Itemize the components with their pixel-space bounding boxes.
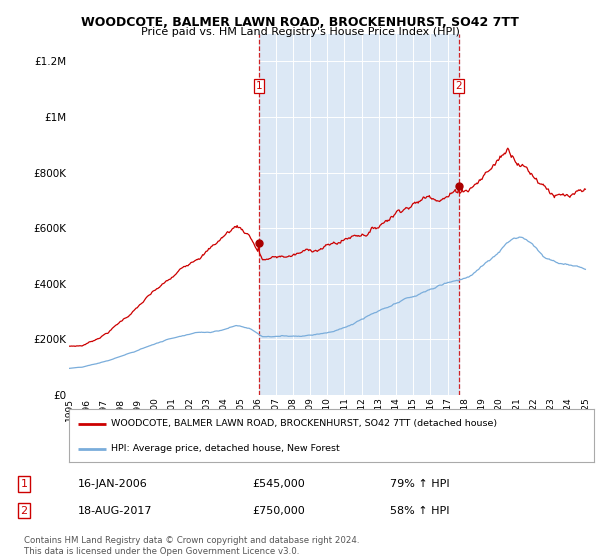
Text: 16-JAN-2006: 16-JAN-2006 xyxy=(78,479,148,489)
Text: 79% ↑ HPI: 79% ↑ HPI xyxy=(390,479,449,489)
Text: HPI: Average price, detached house, New Forest: HPI: Average price, detached house, New … xyxy=(111,444,340,453)
Bar xyxy=(259,34,458,395)
Text: Price paid vs. HM Land Registry's House Price Index (HPI): Price paid vs. HM Land Registry's House … xyxy=(140,27,460,37)
Text: 18-AUG-2017: 18-AUG-2017 xyxy=(78,506,152,516)
Text: 58% ↑ HPI: 58% ↑ HPI xyxy=(390,506,449,516)
Text: 1: 1 xyxy=(20,479,28,489)
Text: WOODCOTE, BALMER LAWN ROAD, BROCKENHURST, SO42 7TT (detached house): WOODCOTE, BALMER LAWN ROAD, BROCKENHURST… xyxy=(111,419,497,428)
Text: £545,000: £545,000 xyxy=(252,479,305,489)
Text: Contains HM Land Registry data © Crown copyright and database right 2024.
This d: Contains HM Land Registry data © Crown c… xyxy=(24,536,359,556)
Text: WOODCOTE, BALMER LAWN ROAD, BROCKENHURST, SO42 7TT: WOODCOTE, BALMER LAWN ROAD, BROCKENHURST… xyxy=(81,16,519,29)
Text: 2: 2 xyxy=(20,506,28,516)
Text: 2: 2 xyxy=(455,81,462,91)
Text: 1: 1 xyxy=(256,81,262,91)
Text: £750,000: £750,000 xyxy=(252,506,305,516)
